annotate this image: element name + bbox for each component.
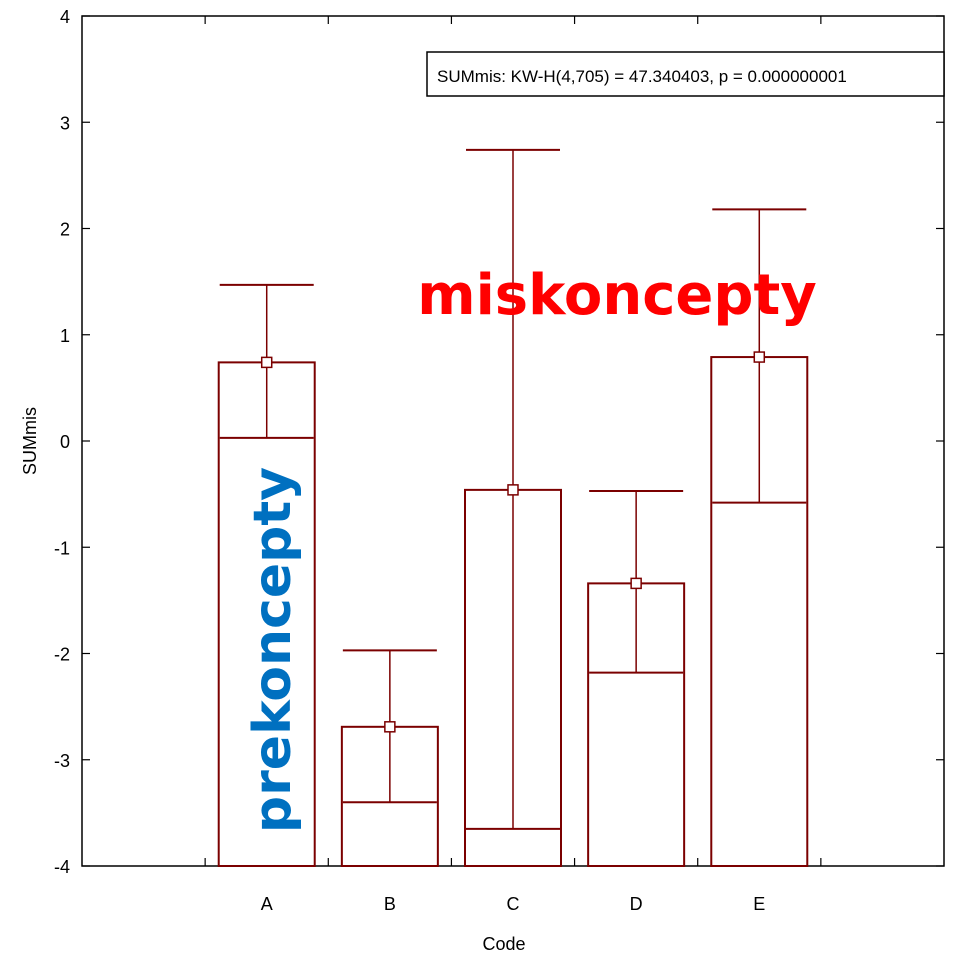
mean-marker <box>630 577 642 590</box>
x-tick-label: D <box>630 894 643 914</box>
y-axis-ticks: 4 3 2 1 0 -1 -2 -3 -4 <box>54 7 944 877</box>
mean-marker <box>260 356 273 369</box>
y-tick-label: -2 <box>54 645 70 665</box>
mean-marker <box>753 351 766 363</box>
x-axis-title: Code <box>482 934 525 954</box>
y-tick-label: -1 <box>54 538 70 558</box>
stat-box-group: SUMmis: KW-H(4,705) = 47.340403, p = 0.0… <box>426 51 945 97</box>
y-tick-label: 4 <box>60 7 70 27</box>
y-tick-label: 1 <box>60 326 70 346</box>
x-tick-label: B <box>384 894 396 914</box>
y-tick-label: 3 <box>60 113 70 133</box>
y-axis-title: SUMmis <box>20 407 40 475</box>
x-tick-label: E <box>753 894 765 914</box>
y-tick-label: -3 <box>54 751 70 771</box>
annotation-prekoncepty: prekoncepty <box>243 467 303 833</box>
x-tick-label: A <box>261 894 273 914</box>
y-tick-label: 2 <box>60 220 70 240</box>
y-tick-label: -4 <box>54 857 70 877</box>
mean-marker <box>507 484 519 496</box>
x-axis-ticks: A B C D E <box>204 16 822 914</box>
mean-marker <box>384 721 396 733</box>
stat-box-text: SUMmis: KW-H(4,705) = 47.340403, p = 0.0… <box>437 67 847 86</box>
x-tick-label: C <box>507 894 520 914</box>
y-tick-label: 0 <box>60 432 70 452</box>
annotation-miskoncepty: miskoncepty <box>417 263 817 328</box>
bars <box>217 148 809 867</box>
stat-box <box>426 51 945 97</box>
